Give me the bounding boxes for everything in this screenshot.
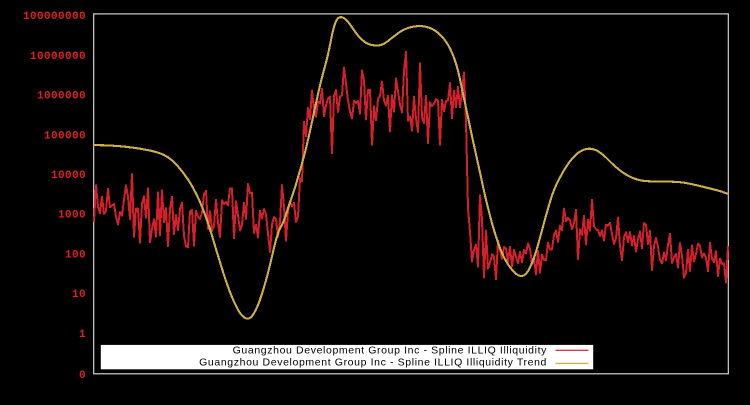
svg-text:10000: 10000 bbox=[51, 170, 86, 182]
svg-text:100: 100 bbox=[65, 249, 86, 261]
svg-text:1000: 1000 bbox=[58, 210, 86, 222]
svg-text:0: 0 bbox=[79, 370, 86, 382]
svg-text:10000000: 10000000 bbox=[30, 51, 86, 63]
svg-text:100000: 100000 bbox=[44, 130, 86, 142]
svg-text:Guangzhou Development Group In: Guangzhou Development Group Inc - Spline… bbox=[199, 357, 547, 369]
svg-text:100000000: 100000000 bbox=[23, 11, 86, 23]
svg-text:1: 1 bbox=[79, 329, 86, 341]
svg-text:Guangzhou Development Group In: Guangzhou Development Group Inc - Spline… bbox=[233, 345, 547, 357]
svg-text:10: 10 bbox=[72, 289, 86, 301]
svg-text:1000000: 1000000 bbox=[37, 91, 86, 103]
